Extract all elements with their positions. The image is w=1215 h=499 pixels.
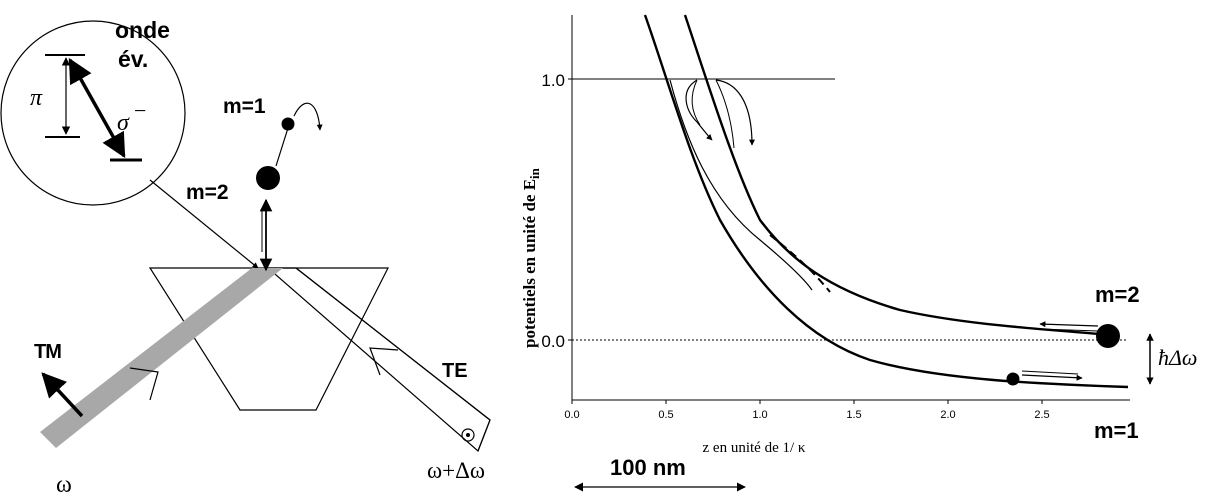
m1-level-label: m=1 bbox=[1094, 418, 1139, 443]
y-axis-label-subscript: in bbox=[527, 167, 542, 179]
inset-pointer-line bbox=[149, 179, 259, 269]
y-ticks bbox=[568, 78, 572, 341]
atom-m1 bbox=[281, 117, 295, 131]
left-diagram: π σ − onde év. m=1 m=2 TM TE ω bbox=[0, 17, 491, 498]
m2-to-m1-trajectory bbox=[275, 127, 289, 167]
te-beam-inner bbox=[295, 267, 491, 421]
m2-motion-arrow bbox=[1039, 321, 1099, 332]
m1-potential-curve bbox=[643, 14, 1129, 389]
y-tick-1: 1.0 bbox=[541, 71, 565, 90]
potential-plot: 0.0 0.5 1.0 1.5 2.0 2.5 1.0 0.0 potentie… bbox=[520, 14, 1197, 492]
m1-atom-label: m=1 bbox=[223, 95, 266, 118]
tm-label: TM bbox=[34, 341, 61, 363]
x-tick-3: 1.5 bbox=[846, 409, 861, 421]
te-beam-end bbox=[477, 419, 491, 452]
m1-shifted-curve bbox=[669, 79, 813, 291]
omega-label: ω bbox=[56, 472, 72, 498]
m2-reflection-inner bbox=[715, 79, 735, 149]
y-axis-label-text: potentiels en unité de E bbox=[520, 179, 539, 348]
inset-circle bbox=[0, 20, 186, 206]
x-ticks bbox=[571, 400, 1043, 404]
m2-level-label: m=2 bbox=[1095, 282, 1140, 307]
m2-reflection-loop bbox=[715, 79, 755, 146]
x-tick-5: 2.5 bbox=[1034, 409, 1049, 421]
svg-text:potentiels en unité de Ein: potentiels en unité de Ein bbox=[520, 167, 542, 348]
y-axis-label: potentiels en unité de Ein bbox=[520, 167, 542, 348]
te-polarization-dot bbox=[466, 433, 470, 437]
sigma-label: σ bbox=[117, 110, 130, 136]
y-tick-0: 0.0 bbox=[541, 332, 565, 351]
x-axis-label: z en unité de 1/ κ bbox=[703, 440, 806, 456]
plot-atom-m1 bbox=[1006, 372, 1020, 386]
m1-motion-arrow bbox=[1021, 370, 1083, 381]
hbar-delta-omega-label: ħΔω bbox=[1158, 345, 1197, 370]
inset-label-ev: év. bbox=[118, 46, 148, 72]
m2-atom-label: m=2 bbox=[186, 181, 229, 204]
sigma-transition-arrow bbox=[68, 57, 126, 159]
pi-label: π bbox=[30, 85, 43, 111]
te-label: TE bbox=[442, 360, 468, 382]
x-tick-4: 2.0 bbox=[940, 409, 955, 421]
tm-polarization-arrow bbox=[41, 372, 84, 418]
tm-beam bbox=[40, 268, 283, 448]
prism bbox=[148, 267, 389, 411]
m1-reflection-loop bbox=[685, 79, 713, 141]
tm-direction-chevron bbox=[129, 367, 159, 401]
m1-reflection-arc bbox=[293, 102, 323, 131]
m1-reflection-inner bbox=[691, 79, 701, 126]
transition-inset: π σ − onde év. bbox=[0, 17, 186, 206]
x-tick-0: 0.0 bbox=[564, 409, 579, 421]
inset-label-onde: onde bbox=[115, 17, 170, 43]
atom-m2 bbox=[256, 166, 280, 190]
crossing-dashed-curve bbox=[769, 234, 831, 293]
te-direction-chevron bbox=[369, 347, 399, 376]
m2-potential-curve bbox=[683, 14, 1111, 337]
te-polarization-outer bbox=[461, 428, 475, 442]
omega-delta-label: ω+Δω bbox=[427, 458, 485, 483]
x-tick-2: 1.0 bbox=[752, 409, 767, 421]
plot-atom-m2 bbox=[1096, 324, 1120, 348]
sigma-superscript: − bbox=[134, 98, 146, 123]
scale-bar-label: 100 nm bbox=[610, 455, 686, 480]
x-tick-1: 0.5 bbox=[658, 409, 673, 421]
